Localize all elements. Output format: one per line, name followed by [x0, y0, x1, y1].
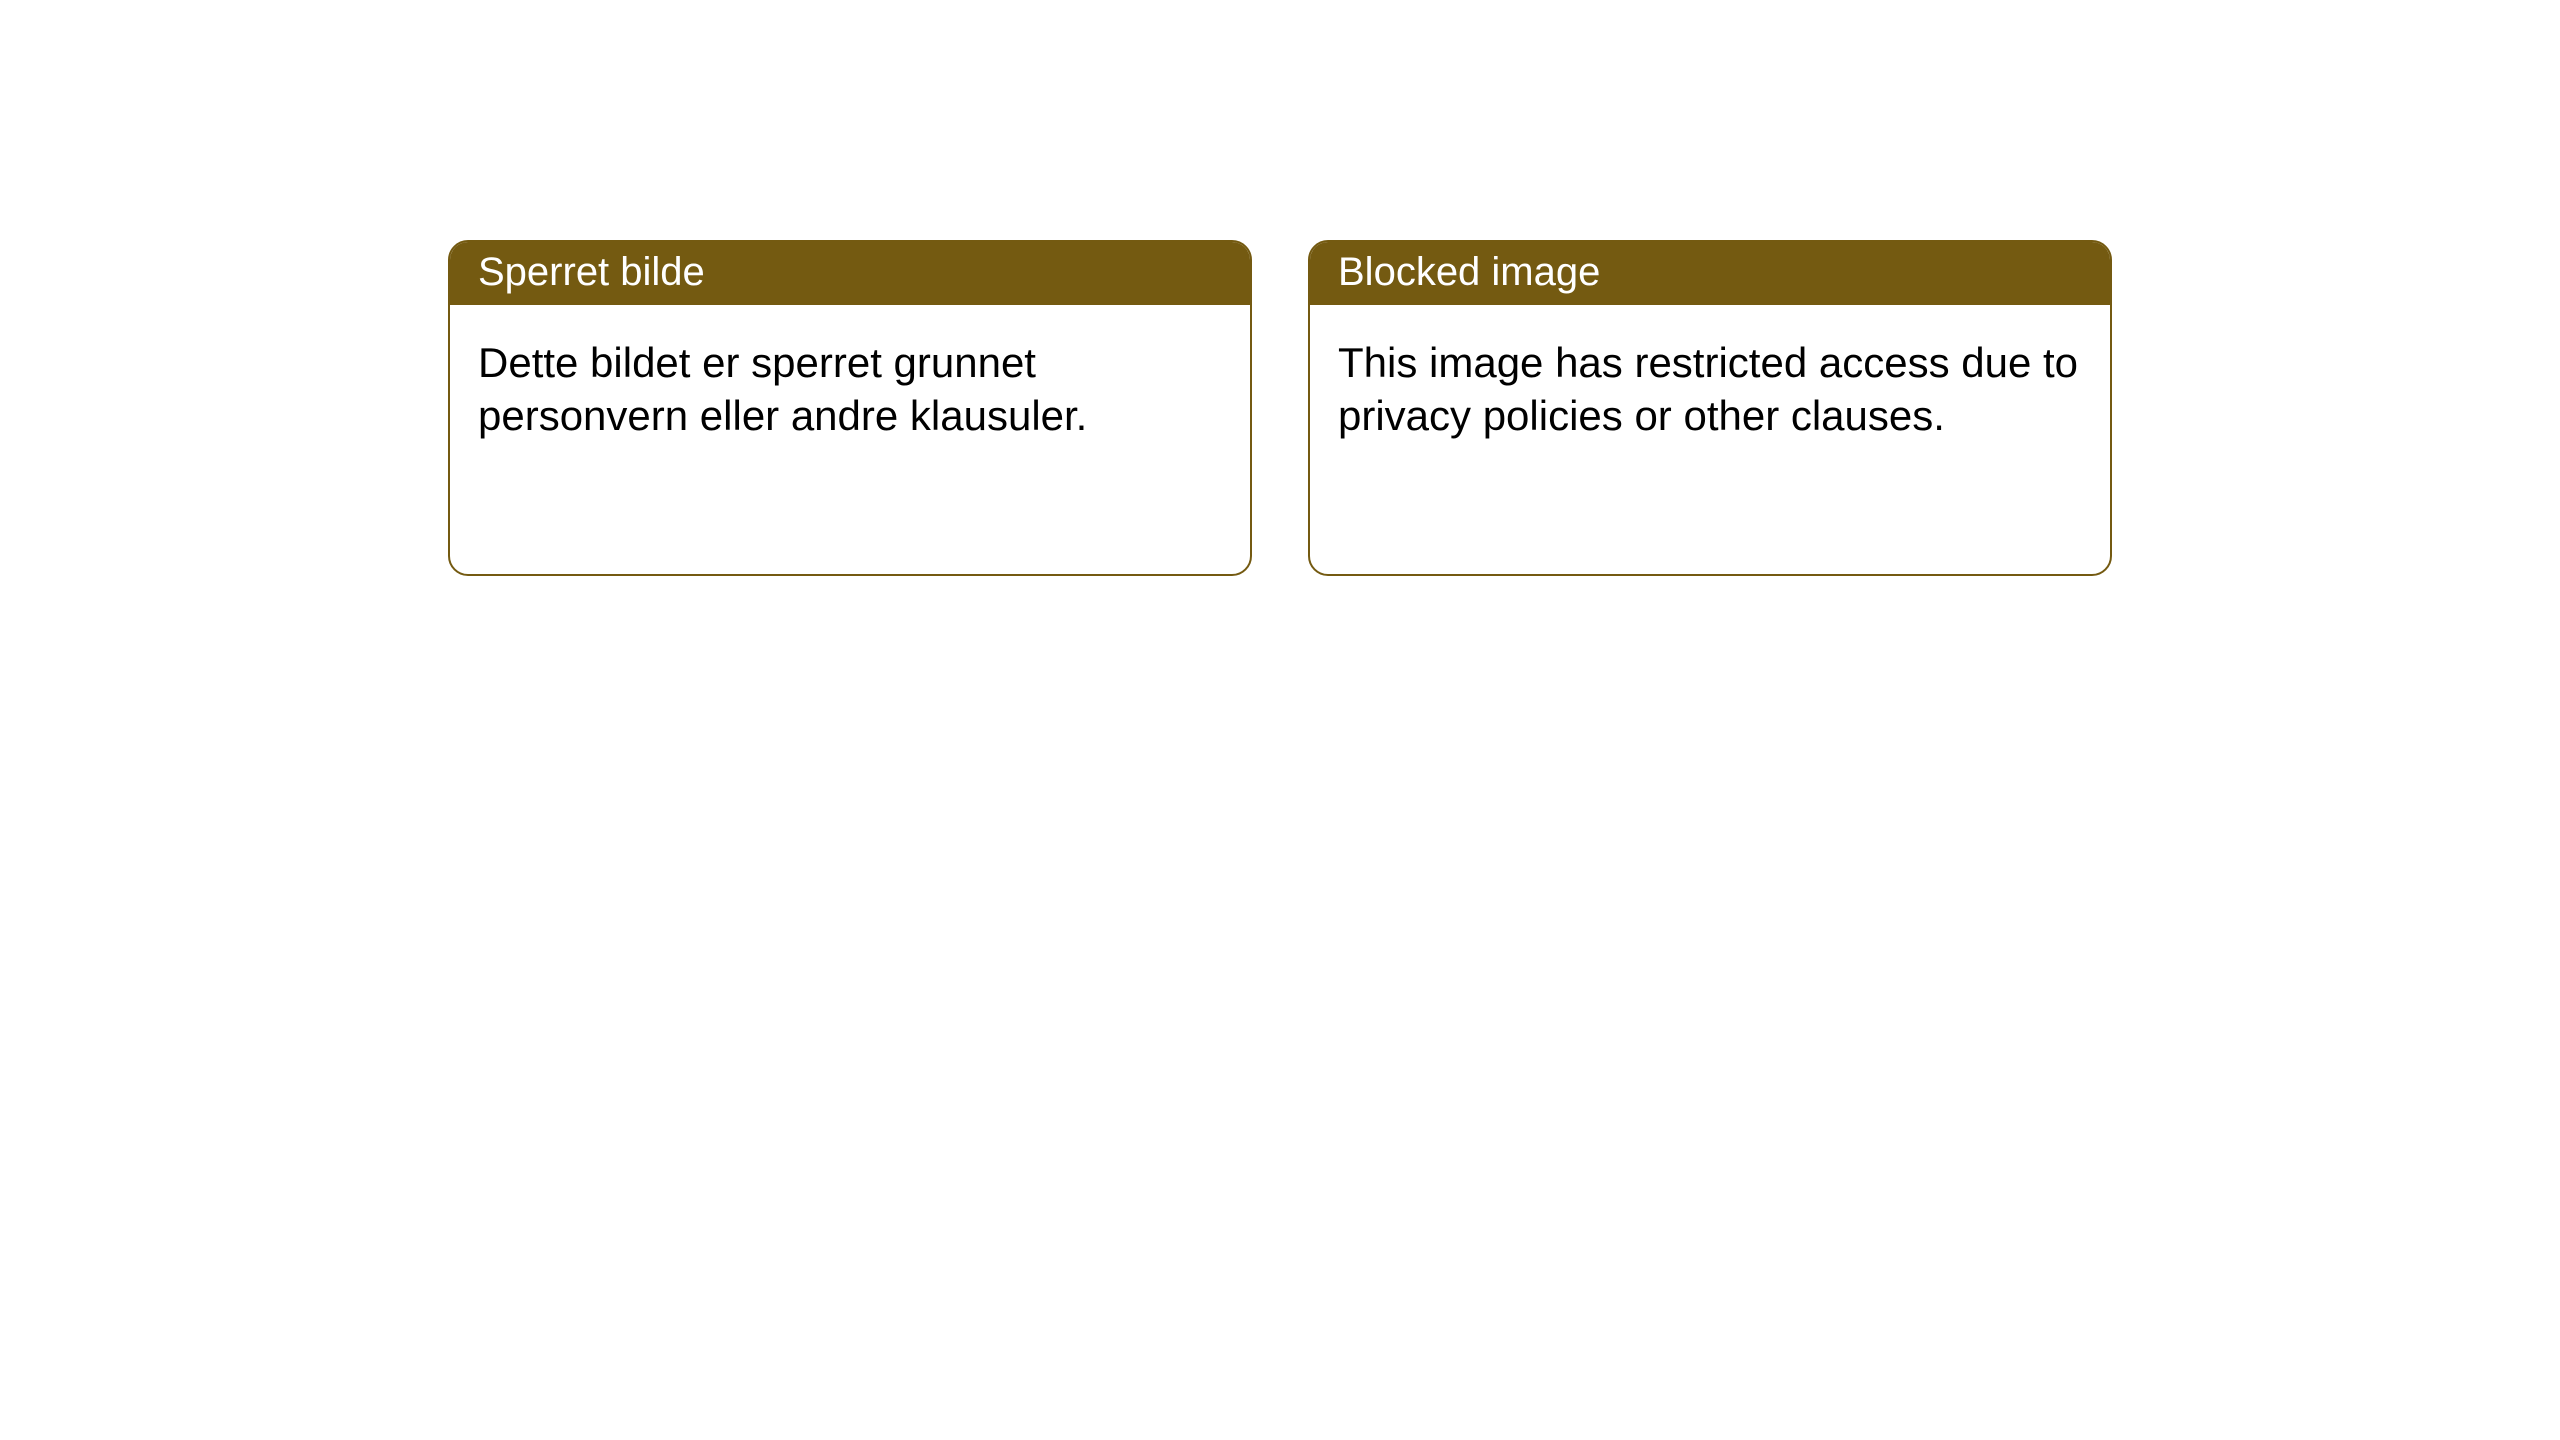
blocked-image-cards: Sperret bilde Dette bildet er sperret gr…	[448, 240, 2112, 576]
card-text-no: Dette bildet er sperret grunnet personve…	[478, 339, 1087, 439]
card-title-no: Sperret bilde	[478, 250, 705, 294]
card-body-en: This image has restricted access due to …	[1310, 305, 2110, 474]
card-header-no: Sperret bilde	[450, 242, 1250, 305]
card-norwegian: Sperret bilde Dette bildet er sperret gr…	[448, 240, 1252, 576]
card-body-no: Dette bildet er sperret grunnet personve…	[450, 305, 1250, 474]
card-text-en: This image has restricted access due to …	[1338, 339, 2078, 439]
card-header-en: Blocked image	[1310, 242, 2110, 305]
card-english: Blocked image This image has restricted …	[1308, 240, 2112, 576]
card-title-en: Blocked image	[1338, 250, 1600, 294]
